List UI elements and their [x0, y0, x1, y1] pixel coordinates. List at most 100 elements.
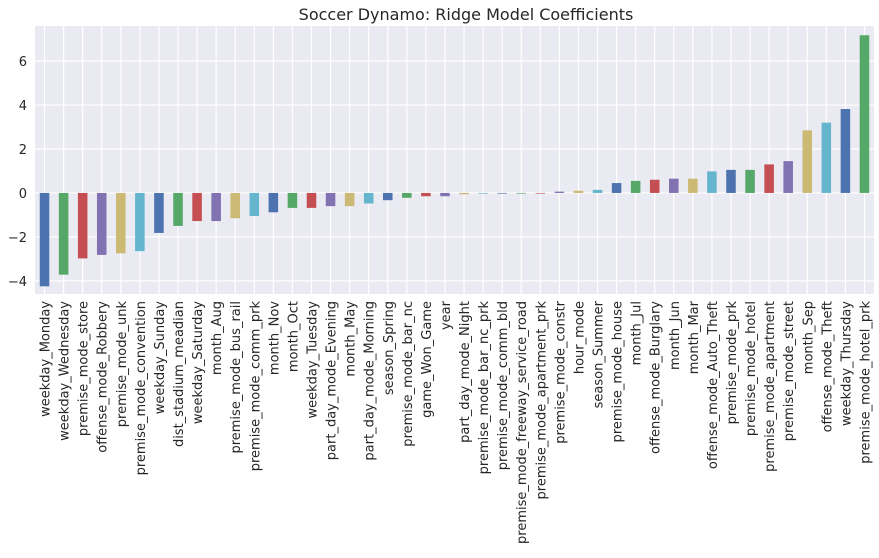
bar	[649, 179, 660, 193]
x-tick-label: month_May	[344, 301, 359, 377]
bar	[154, 192, 164, 233]
grid-lines	[35, 26, 874, 294]
x-tick-label: weekday_Thursday	[839, 301, 854, 426]
y-tick-label: 2	[19, 143, 27, 158]
x-tick-label: premise_mode_constr	[553, 300, 568, 443]
x-tick-label: premise_mode_bar_nc	[401, 301, 416, 447]
bar	[230, 192, 240, 219]
bar	[402, 192, 412, 198]
bar	[421, 192, 431, 197]
x-tick-label: part_day_mode_Evening	[325, 301, 340, 460]
x-tick-label: offense_mode_Robbery	[96, 301, 111, 453]
x-tick-label: premise_mode_store	[77, 301, 92, 436]
bar	[344, 192, 355, 207]
y-tick-labels: −4 −2 0 2 4 6	[8, 55, 27, 290]
bar	[249, 192, 260, 217]
x-tick-label: premise_mode_comm_bld	[496, 301, 511, 470]
x-tick-label: month_Mar	[687, 300, 702, 374]
bar	[783, 161, 793, 193]
x-tick-label: month_Sep	[801, 301, 816, 374]
y-tick-label: 6	[19, 55, 27, 70]
x-tick-label: premise_mode_apartment_prk	[534, 301, 549, 500]
bar	[77, 192, 88, 259]
bar	[478, 192, 488, 194]
x-tick-label: premise_mode_unk	[115, 301, 130, 428]
bar	[726, 169, 736, 193]
x-tick-label: premise_mode_hotel	[744, 301, 759, 436]
x-tick-label: month_Nov	[267, 301, 282, 375]
bar	[840, 109, 851, 193]
bar	[573, 190, 584, 193]
x-tick-label: offense_mode_Auto_Theft	[706, 301, 721, 469]
bar	[211, 192, 221, 222]
x-tick-label: weekday_Saturday	[191, 301, 206, 424]
bar	[821, 122, 832, 193]
bar	[440, 192, 450, 197]
bar	[859, 35, 870, 193]
bar	[325, 192, 336, 207]
x-tick-label: premise_mode_bar_nc_prk	[477, 301, 492, 475]
x-tick-label: part_day_mode_Night	[458, 301, 473, 443]
x-tick-label: weekday_Sunday	[153, 301, 168, 415]
bar	[96, 192, 107, 255]
y-tick-label: 0	[19, 187, 27, 202]
x-tick-label: premise_mode_hotel_prk	[858, 301, 873, 464]
x-tick-label: premise_mode_house	[611, 301, 626, 442]
bar	[554, 191, 565, 193]
bar	[707, 171, 717, 193]
x-tick-label: year	[439, 300, 454, 330]
x-tick-label: month_Jun	[668, 301, 683, 370]
bar	[363, 192, 374, 204]
x-tick-labels: weekday_Monday weekday_Wednesday premise_m…	[39, 300, 874, 544]
x-tick-label: month_Oct	[286, 301, 301, 372]
chart-title: Soccer Dynamo: Ridge Model Coefficients	[299, 5, 634, 24]
x-tick-label: premise_mode_street	[782, 301, 797, 441]
bar	[592, 189, 603, 193]
plot-area	[35, 26, 874, 294]
bar	[306, 192, 317, 208]
bar	[192, 192, 202, 222]
x-tick-label: month_Aug	[210, 301, 225, 375]
bar	[688, 178, 698, 193]
x-tick-label: season_Summer	[592, 300, 607, 408]
y-tick-label: −4	[8, 275, 27, 290]
bar	[802, 130, 813, 193]
y-tick-label: −2	[8, 231, 27, 246]
bar	[630, 180, 641, 193]
y-tick-label: 4	[19, 99, 27, 114]
bar	[535, 192, 546, 194]
bar	[116, 192, 126, 254]
bar	[287, 192, 298, 208]
x-tick-label: premise_mode_convention	[134, 301, 149, 475]
bar	[459, 192, 469, 195]
x-tick-label: premise_mode_freeway_service_road	[515, 301, 530, 544]
bar	[173, 192, 183, 226]
x-tick-label: premise_mode_apartment	[763, 301, 778, 472]
x-tick-label: weekday_Monday	[39, 301, 54, 417]
bar	[39, 192, 50, 287]
bar	[669, 178, 679, 193]
bar	[268, 192, 279, 213]
bar	[611, 183, 622, 193]
x-tick-label: weekday_Tuesday	[305, 301, 320, 419]
bars	[39, 35, 870, 287]
bar	[58, 192, 69, 275]
x-tick-label: premise_mode_bus_rail	[229, 301, 244, 454]
x-tick-label: season_Spring	[382, 301, 397, 395]
bar	[764, 164, 774, 193]
x-tick-label: game_Won_Game	[420, 301, 435, 418]
x-tick-label: offense_mode_Theft	[820, 301, 835, 432]
x-tick-label: premise_mode_comm_prk	[248, 301, 263, 472]
bar	[497, 192, 507, 194]
x-tick-label: weekday_Wednesday	[58, 301, 73, 441]
x-tick-label: offense_mode_Burglary	[649, 301, 664, 454]
x-tick-label: hour_mode	[572, 301, 587, 374]
bar	[135, 192, 145, 252]
bar	[516, 192, 527, 194]
bar	[382, 192, 393, 201]
x-tick-label: dist_stadium_meadian	[172, 301, 187, 447]
x-tick-label: premise_mode_prk	[725, 301, 740, 425]
x-tick-label: part_day_mode_Morning	[363, 301, 378, 461]
